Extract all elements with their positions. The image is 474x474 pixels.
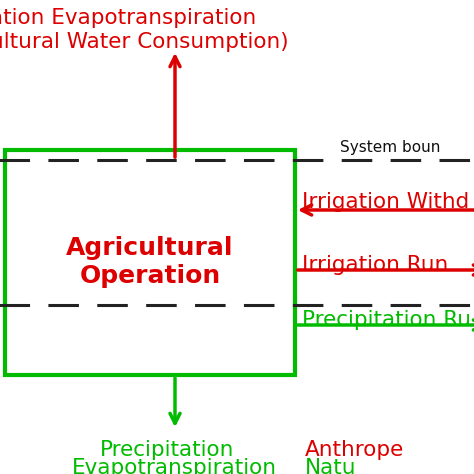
Text: Precipitation: Precipitation [100, 440, 234, 460]
Text: System boun: System boun [340, 140, 440, 155]
Text: Agricultural
Operation: Agricultural Operation [66, 236, 234, 288]
Text: Irrigation Run: Irrigation Run [302, 255, 448, 275]
Text: Anthrope: Anthrope [305, 440, 404, 460]
Text: Irrigation Withd: Irrigation Withd [302, 192, 469, 212]
Text: Natu: Natu [305, 458, 356, 474]
Text: ultural Water Consumption): ultural Water Consumption) [0, 32, 289, 52]
Text: Evapotranspiration: Evapotranspiration [72, 458, 277, 474]
Bar [5, 150, 295, 375]
Text: Precipitation Ru: Precipitation Ru [302, 310, 471, 330]
Text: ation Evapotranspiration: ation Evapotranspiration [0, 8, 256, 28]
